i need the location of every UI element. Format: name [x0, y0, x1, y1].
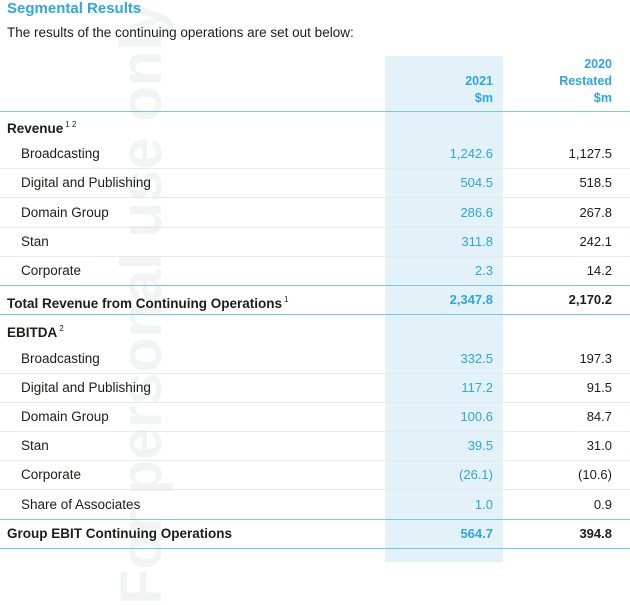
row-label: Broadcasting	[21, 350, 100, 366]
row-label: Share of Associates	[21, 496, 141, 512]
cell-value: 242.1	[579, 233, 612, 249]
row-label: Corporate	[21, 467, 82, 483]
total-label: Total Revenue from Continuing Operations…	[7, 291, 288, 313]
rule	[0, 548, 630, 549]
cell-value: 518.5	[579, 175, 612, 191]
cell-value: 39.5	[467, 438, 493, 454]
rule	[0, 197, 630, 198]
total-value: 2,170.2	[568, 292, 612, 308]
rule	[0, 111, 630, 112]
superscript: 1	[284, 295, 289, 305]
row-label: Stan	[21, 233, 49, 249]
cell-value: 1,242.6	[449, 146, 493, 162]
rule	[0, 314, 630, 315]
cell-value: 84.7	[586, 409, 612, 424]
header-unit: $m	[593, 91, 612, 105]
cell-value: 100.6	[460, 409, 493, 424]
rule	[0, 489, 630, 490]
cell-value: 1.0	[474, 496, 493, 512]
header-note: Restated	[559, 74, 612, 88]
column-header: 2021 $m	[465, 73, 493, 107]
rule	[0, 431, 630, 432]
total-value: 394.8	[579, 525, 612, 541]
label-text: Revenue	[7, 121, 64, 136]
rule	[0, 519, 630, 520]
total-value: 2,347.8	[449, 292, 493, 308]
row-label: Domain Group	[21, 204, 109, 220]
cell-value: (26.1)	[459, 467, 493, 483]
rule	[0, 227, 630, 228]
header-year: 2020	[584, 57, 612, 71]
total-label: Group EBIT Continuing Operations	[7, 525, 232, 543]
cell-value: 117.2	[461, 379, 493, 395]
row-label: Digital and Publishing	[21, 379, 151, 395]
row-label: Domain Group	[21, 409, 109, 424]
label-text: Total Revenue from Continuing Operations	[7, 296, 283, 312]
cell-value: 14.2	[586, 263, 612, 278]
total-value: 564.7	[460, 525, 493, 541]
header-year: 2021	[465, 74, 493, 88]
cell-value: 91.5	[586, 379, 612, 395]
cell-value: 504.5	[460, 175, 493, 191]
rule	[0, 168, 630, 169]
superscript: 2	[59, 324, 64, 334]
title: Segmental Results	[7, 0, 142, 17]
section-heading: Revenue 1 2	[7, 116, 76, 138]
cell-value: 311.8	[461, 233, 493, 249]
subtitle: The results of the continuing operations…	[7, 25, 354, 40]
row-label: Stan	[21, 438, 49, 454]
cell-value: 31.0	[586, 438, 612, 454]
cell-value: 2.3	[474, 263, 493, 278]
row-label: Digital and Publishing	[21, 175, 151, 191]
cell-value: 332.5	[460, 350, 493, 366]
rule	[0, 285, 630, 286]
rule	[0, 460, 630, 461]
row-label: Broadcasting	[21, 146, 100, 162]
header-unit: $m	[474, 91, 493, 105]
section-heading: EBITDA 2	[7, 320, 64, 342]
row-label: Corporate	[21, 263, 82, 278]
cell-value: 197.3	[579, 350, 612, 366]
label-text: EBITDA	[7, 325, 58, 341]
column-highlight	[385, 56, 503, 562]
cell-value: 286.6	[460, 204, 493, 220]
cell-value: (10.6)	[578, 467, 612, 483]
cell-value: 1,127.5	[568, 146, 612, 162]
superscript: 1 2	[65, 120, 77, 129]
cell-value: 267.8	[579, 204, 612, 220]
cell-value: 0.9	[593, 496, 612, 512]
rule	[0, 373, 630, 374]
rule	[0, 256, 630, 257]
rule	[0, 402, 630, 403]
label-text: Group EBIT Continuing Operations	[7, 525, 232, 541]
column-header: 2020 Restated $m	[559, 56, 612, 107]
